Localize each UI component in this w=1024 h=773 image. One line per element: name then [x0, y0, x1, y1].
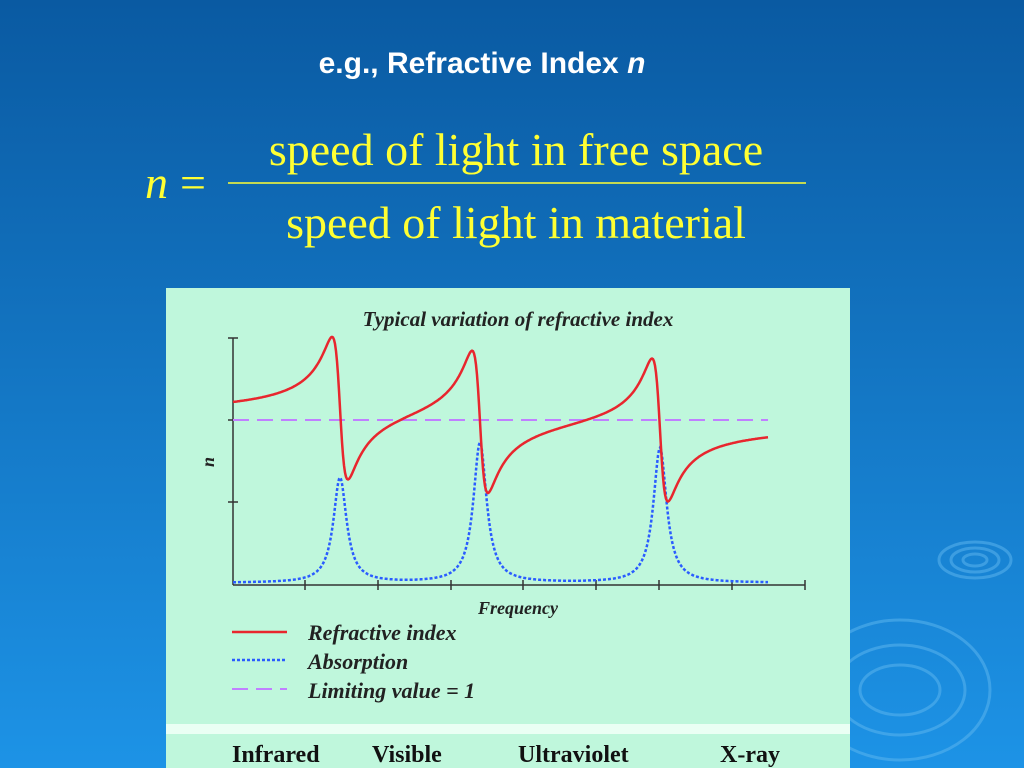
legend-label: Refractive index [307, 620, 456, 645]
band-label: Visible [372, 742, 442, 768]
formula-denominator: speed of light in material [286, 197, 746, 248]
band-label: Ultraviolet [518, 742, 629, 768]
band-separator [166, 724, 850, 734]
refractive-curve [232, 335, 769, 503]
title-text: e.g., Refractive Index [319, 47, 619, 80]
legend-label: Limiting value = 1 [307, 678, 475, 703]
absorption-curve [233, 439, 768, 584]
slide-title: e.g., Refractive Index n [319, 47, 646, 80]
legend-label: Absorption [306, 649, 408, 674]
formula-equals: = [180, 157, 206, 208]
band-label: Infrared [232, 742, 320, 768]
title-var: n [627, 47, 645, 80]
axes [228, 337, 806, 590]
band-label: X-ray [720, 742, 780, 768]
x-axis-label: Frequency [477, 598, 559, 618]
formula-numerator: speed of light in free space [269, 124, 763, 175]
formula-lhs: n [145, 157, 168, 208]
figure-panel [166, 288, 850, 768]
y-axis-label: n [198, 457, 218, 467]
figure-title: Typical variation of refractive index [363, 307, 674, 331]
